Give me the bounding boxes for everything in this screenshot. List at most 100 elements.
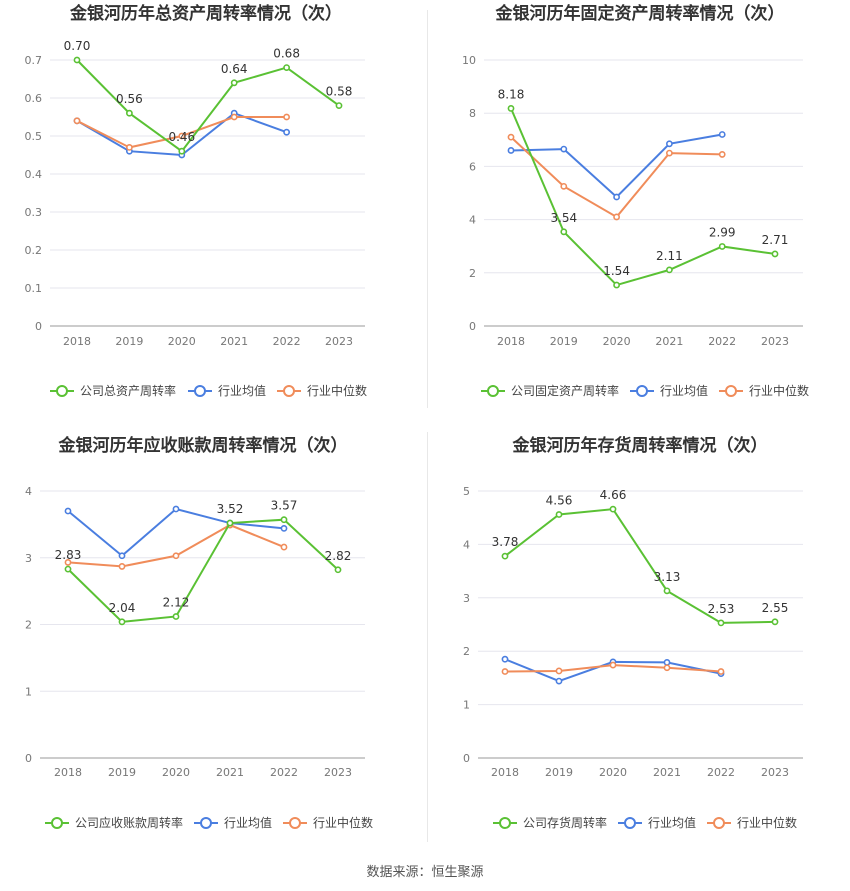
data-label: 3.54 bbox=[550, 211, 577, 225]
x-tick-label: 2020 bbox=[168, 335, 196, 348]
data-point bbox=[663, 659, 671, 666]
legend-label: 行业中位数 bbox=[313, 815, 373, 830]
legend-label: 行业中位数 bbox=[737, 815, 797, 830]
data-point bbox=[172, 505, 180, 513]
x-tick-label: 2023 bbox=[761, 766, 789, 779]
data-point bbox=[280, 524, 288, 532]
data-label: 0.58 bbox=[326, 85, 353, 99]
data-point bbox=[717, 619, 725, 627]
x-tick-label: 2021 bbox=[653, 766, 681, 779]
data-label: 8.18 bbox=[498, 87, 525, 101]
data-point bbox=[178, 132, 186, 140]
x-tick-label: 2020 bbox=[603, 335, 631, 348]
data-point bbox=[501, 552, 509, 560]
y-tick-label: 0.4 bbox=[25, 168, 43, 181]
y-tick-label: 5 bbox=[463, 485, 470, 498]
legend-label: 行业中位数 bbox=[307, 383, 367, 398]
data-point bbox=[501, 668, 509, 675]
data-label: 1.54 bbox=[603, 264, 630, 278]
data-point bbox=[64, 565, 72, 573]
y-tick-label: 3 bbox=[25, 552, 32, 565]
data-label: 2.82 bbox=[325, 549, 352, 563]
x-tick-label: 2018 bbox=[491, 766, 519, 779]
data-label: 2.53 bbox=[708, 602, 735, 616]
data-label: 0.56 bbox=[116, 92, 143, 106]
y-tick-label: 0.7 bbox=[25, 54, 43, 67]
x-tick-label: 2022 bbox=[273, 335, 301, 348]
data-point bbox=[613, 213, 620, 221]
x-tick-label: 2022 bbox=[270, 766, 298, 779]
chart-title: 金银河历年应收账款周转率情况（次） bbox=[58, 435, 348, 456]
x-tick-label: 2020 bbox=[599, 766, 627, 779]
data-point bbox=[283, 128, 290, 136]
data-label: 2.04 bbox=[109, 601, 136, 615]
series-line bbox=[67, 507, 285, 558]
legend-label: 公司总资产周转率 bbox=[80, 383, 176, 398]
data-point bbox=[335, 102, 343, 109]
x-tick-label: 2023 bbox=[761, 335, 789, 348]
data-point bbox=[118, 618, 126, 626]
y-tick-label: 0 bbox=[463, 752, 470, 765]
x-tick-label: 2018 bbox=[63, 335, 91, 348]
legend-marker bbox=[636, 385, 648, 397]
data-point bbox=[613, 281, 620, 289]
data-point bbox=[507, 147, 515, 154]
y-tick-label: 1 bbox=[463, 699, 470, 712]
data-point bbox=[73, 56, 81, 64]
legend-label: 行业均值 bbox=[224, 815, 272, 830]
y-tick-label: 4 bbox=[463, 538, 470, 551]
legend-label: 行业均值 bbox=[218, 383, 266, 398]
data-label: 4.66 bbox=[600, 488, 627, 502]
data-point bbox=[666, 140, 673, 148]
data-point bbox=[609, 661, 617, 669]
legend-marker bbox=[56, 385, 68, 397]
y-tick-label: 2 bbox=[463, 645, 470, 658]
x-tick-label: 2020 bbox=[162, 766, 190, 779]
legend-marker bbox=[487, 385, 499, 397]
data-point bbox=[507, 105, 515, 112]
x-tick-label: 2021 bbox=[220, 335, 248, 348]
data-label: 3.57 bbox=[271, 499, 298, 513]
data-source: 数据来源：恒生聚源 bbox=[366, 865, 484, 880]
x-tick-label: 2019 bbox=[550, 335, 578, 348]
y-tick-label: 2 bbox=[25, 619, 32, 632]
data-point bbox=[73, 117, 81, 125]
x-tick-label: 2019 bbox=[115, 335, 143, 348]
data-point bbox=[663, 587, 671, 595]
data-label: 3.78 bbox=[492, 535, 519, 549]
data-point bbox=[172, 552, 180, 560]
data-label: 2.83 bbox=[55, 548, 82, 562]
x-tick-label: 2021 bbox=[655, 335, 683, 348]
data-point bbox=[555, 511, 563, 518]
data-point bbox=[230, 79, 238, 87]
data-point bbox=[771, 618, 779, 626]
legend-marker bbox=[624, 817, 636, 829]
x-tick-label: 2018 bbox=[497, 335, 525, 348]
legend-marker bbox=[200, 817, 212, 829]
data-point bbox=[718, 243, 726, 250]
data-label: 0.70 bbox=[64, 39, 91, 53]
data-point bbox=[125, 109, 133, 117]
legend-marker bbox=[725, 385, 737, 397]
legend-label: 行业中位数 bbox=[749, 383, 809, 398]
data-label: 3.13 bbox=[654, 570, 681, 584]
y-tick-label: 1 bbox=[25, 685, 32, 698]
series-line bbox=[510, 108, 776, 287]
data-point bbox=[560, 182, 568, 190]
data-point bbox=[560, 145, 568, 153]
x-tick-label: 2023 bbox=[324, 766, 352, 779]
y-tick-label: 2 bbox=[469, 267, 476, 280]
legend-marker bbox=[713, 817, 725, 829]
x-tick-label: 2019 bbox=[108, 766, 136, 779]
data-point bbox=[560, 228, 568, 236]
y-tick-label: 0 bbox=[35, 320, 42, 333]
y-tick-label: 6 bbox=[469, 160, 476, 173]
vertical-divider-top bbox=[427, 10, 428, 408]
data-point bbox=[501, 655, 509, 663]
legend-marker bbox=[499, 817, 511, 829]
data-point bbox=[64, 507, 72, 515]
legend-marker bbox=[289, 817, 301, 829]
y-tick-label: 8 bbox=[469, 107, 476, 120]
data-label: 2.55 bbox=[762, 601, 789, 615]
y-tick-label: 4 bbox=[469, 214, 476, 227]
